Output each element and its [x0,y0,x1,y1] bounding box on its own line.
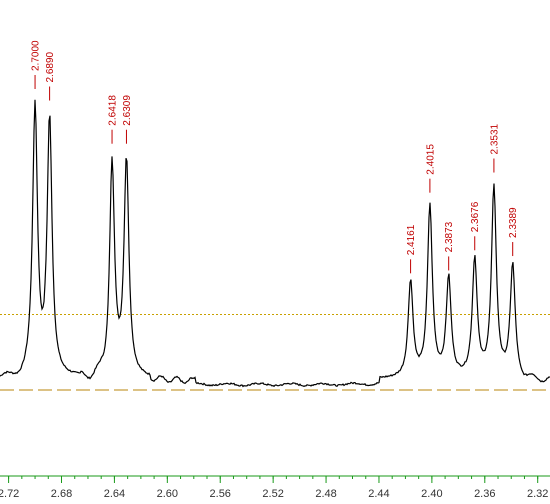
peak-label: 2.6309 [122,95,133,126]
x-tick-label: 2.64 [104,488,125,500]
spectrum-trace-group [0,99,550,388]
x-tick-label: 2.32 [527,488,548,500]
x-tick-label: 2.68 [51,488,72,500]
x-tick-label: 2.60 [157,488,178,500]
peak-label: 2.7000 [31,40,42,71]
x-tick-label: 2.36 [474,488,495,500]
peak-labels-group: 2.7000 2.6890 2.6418 2.6309 2.4161 2.4015 2.38… [31,40,520,255]
peak-label: 2.4161 [406,224,417,255]
spectrum-trace [0,99,550,388]
x-tick-label: 2.40 [421,488,442,500]
peak-label: 2.3873 [444,221,455,252]
peak-label: 2.3531 [489,123,500,154]
x-tick-label: 2.48 [315,488,336,500]
peak-label: 2.6890 [45,51,56,82]
x-tick-label: 2.72 [0,488,19,500]
peak-markers-group [34,75,514,274]
peak-label: 2.3389 [508,207,519,238]
x-tick-label: 2.56 [210,488,231,500]
peak-label: 2.6418 [108,95,119,126]
x-tick-label: 2.52 [262,488,283,500]
peak-label: 2.4015 [425,144,436,175]
x-tick-label: 2.44 [368,488,389,500]
peak-label: 2.3676 [470,201,481,232]
x-axis: 2.72 2.68 2.64 2.60 2.56 2.52 2.48 2.44 2.40 2.36… [0,475,550,500]
